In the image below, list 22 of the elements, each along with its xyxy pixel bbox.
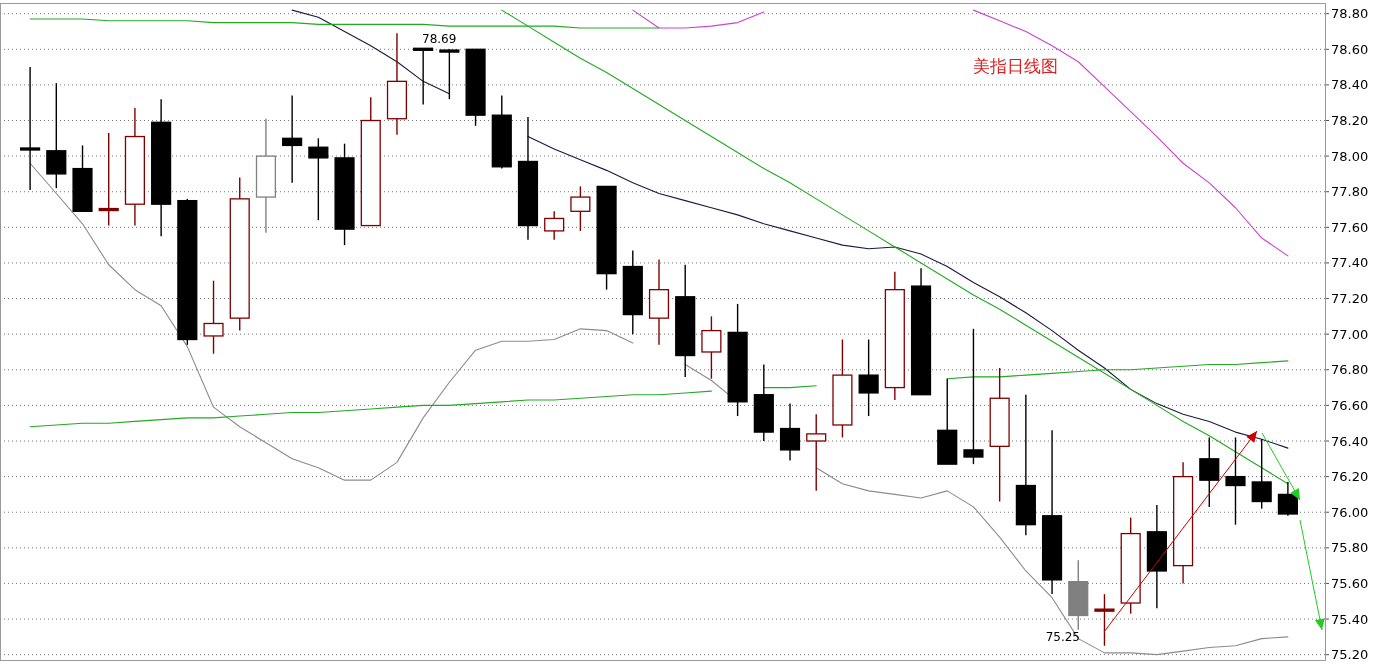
y-tick-label: 75.20 [1331, 647, 1369, 663]
y-tick-label: 78.40 [1331, 77, 1369, 93]
y-tick-label: 77.20 [1331, 291, 1369, 307]
y-tick-label: 76.20 [1331, 469, 1369, 485]
y-tick-label: 77.80 [1331, 184, 1369, 200]
y-tick-label: 75.60 [1331, 575, 1369, 591]
y-tick-label: 76.80 [1331, 362, 1369, 378]
y-tick-label: 77.40 [1331, 255, 1369, 271]
y-tick-label: 76.60 [1331, 397, 1369, 413]
y-tick-label: 77.00 [1331, 326, 1369, 342]
annotation: 78.69 [422, 32, 457, 46]
y-tick-label: 75.80 [1331, 540, 1369, 556]
y-tick-label: 78.60 [1331, 41, 1369, 57]
text: 美指日线图 [972, 56, 1058, 76]
y-tick-label: 78.20 [1331, 113, 1369, 129]
y-tick-label: 78.00 [1331, 148, 1369, 164]
y-tick-label: 76.00 [1331, 504, 1369, 520]
y-tick-label: 76.40 [1331, 433, 1369, 449]
y-tick-label: 78.80 [1331, 6, 1369, 22]
y-tick-label: 77.60 [1331, 219, 1369, 235]
y-tick-label: 75.40 [1331, 611, 1369, 627]
annotation: 75.25 [1045, 630, 1080, 644]
